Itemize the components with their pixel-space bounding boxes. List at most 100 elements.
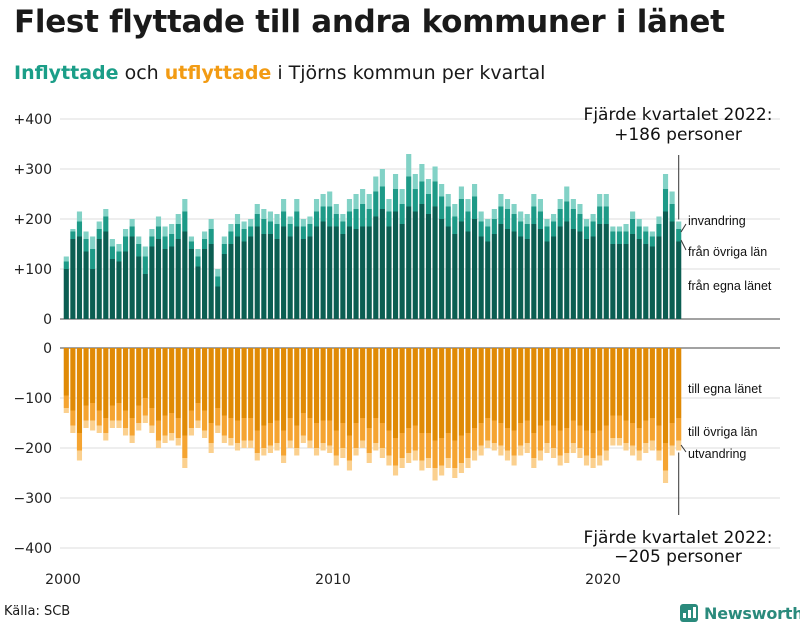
bar-out-own-40 — [327, 348, 333, 421]
bar-out-own-85 — [623, 348, 629, 421]
bar-in-immig-27 — [241, 221, 247, 229]
bar-in-immig-90 — [656, 216, 662, 224]
bar-in-own-34 — [287, 236, 293, 319]
bar-out-emig-17 — [175, 438, 181, 446]
bar-out-own-6 — [103, 348, 109, 418]
bar-out-emig-73 — [544, 443, 550, 453]
bar-out-own-45 — [360, 348, 366, 418]
bar-in-other-87 — [636, 226, 642, 239]
bar-out-emig-5 — [96, 425, 102, 433]
bar-out-own-72 — [537, 348, 543, 426]
bar-in-immig-58 — [445, 194, 451, 207]
bar-in-immig-37 — [307, 216, 313, 224]
bar-out-emig-67 — [504, 450, 511, 461]
bar-out-own-74 — [551, 348, 557, 426]
bar-in-own-66 — [498, 224, 504, 319]
bar-in-own-11 — [136, 256, 142, 319]
bar-in-own-57 — [439, 219, 445, 319]
bar-in-own-24 — [221, 254, 227, 319]
bar-out-other-15 — [162, 415, 168, 436]
bar-in-other-51 — [399, 204, 405, 224]
bar-in-other-31 — [267, 221, 273, 234]
bar-out-other-70 — [524, 420, 530, 443]
bar-in-immig-40 — [327, 191, 333, 207]
subtitle-utflyttade: utflyttade — [164, 62, 272, 84]
bar-in-other-79 — [583, 226, 590, 239]
ytick-top-2: +200 — [14, 212, 52, 228]
bar-in-other-72 — [537, 211, 543, 229]
bar-in-own-59 — [452, 234, 458, 319]
bar-in-other-46 — [366, 209, 372, 227]
bar-in-immig-55 — [425, 179, 432, 194]
bar-out-emig-47 — [373, 443, 379, 451]
bar-in-other-93 — [676, 229, 682, 242]
bar-out-own-28 — [248, 348, 254, 418]
bar-out-emig-44 — [353, 448, 359, 456]
bar-out-other-48 — [379, 423, 385, 448]
bar-out-own-81 — [597, 348, 603, 431]
bar-in-own-87 — [636, 239, 642, 319]
bar-out-other-77 — [570, 420, 576, 443]
bar-out-own-54 — [419, 348, 425, 433]
bar-in-other-55 — [425, 194, 432, 214]
bar-in-own-45 — [360, 226, 366, 319]
bar-out-emig-10 — [129, 435, 135, 443]
bar-out-own-65 — [491, 348, 497, 421]
callout-top-label: Fjärde kvartalet 2022: — [584, 105, 773, 125]
bar-out-emig-93 — [676, 440, 682, 451]
bar-in-other-2 — [76, 221, 83, 237]
bar-out-other-37 — [307, 418, 313, 441]
bar-out-other-58 — [445, 433, 451, 458]
bar-in-other-50 — [392, 189, 399, 212]
bar-out-own-68 — [511, 348, 517, 431]
bar-out-other-32 — [274, 420, 280, 443]
bar-out-other-88 — [643, 420, 649, 443]
bar-out-own-58 — [445, 348, 451, 433]
bar-out-own-51 — [399, 348, 405, 433]
bar-out-own-57 — [439, 348, 445, 438]
bar-in-immig-28 — [248, 219, 254, 227]
bar-in-own-26 — [234, 236, 241, 319]
bar-in-immig-39 — [320, 194, 326, 207]
bar-out-other-89 — [649, 418, 655, 441]
bar-out-own-43 — [346, 348, 353, 436]
bar-out-own-8 — [116, 348, 122, 403]
bar-in-other-13 — [149, 236, 155, 247]
bar-in-own-12 — [142, 274, 148, 319]
bar-in-other-85 — [623, 231, 629, 244]
bar-in-other-90 — [656, 224, 662, 237]
bar-in-immig-12 — [142, 246, 148, 257]
bar-out-other-55 — [425, 433, 432, 458]
bar-out-emig-43 — [346, 460, 353, 471]
bar-out-emig-23 — [215, 425, 221, 433]
bar-out-emig-91 — [662, 470, 669, 483]
bar-out-other-51 — [399, 433, 405, 458]
bar-out-other-45 — [360, 418, 366, 441]
leader-utvandring — [680, 444, 687, 453]
bar-out-own-19 — [188, 348, 194, 411]
brand-name: Newsworthy — [704, 603, 800, 623]
bar-out-other-66 — [498, 423, 504, 446]
bar-out-own-76 — [564, 348, 570, 428]
bar-in-other-39 — [320, 206, 326, 222]
bar-out-other-11 — [136, 405, 142, 423]
label-till-egna-lanet: till egna länet — [688, 382, 762, 396]
bar-in-immig-70 — [524, 214, 530, 224]
bar-in-immig-52 — [406, 154, 412, 177]
bar-in-own-68 — [511, 231, 517, 319]
bar-out-emig-70 — [524, 443, 530, 453]
bar-in-immig-77 — [570, 199, 576, 209]
bar-in-own-17 — [175, 239, 181, 319]
bar-out-own-26 — [234, 348, 241, 421]
bar-out-other-21 — [202, 410, 208, 431]
bar-in-other-83 — [610, 231, 616, 244]
bar-out-other-38 — [313, 423, 320, 448]
bar-in-immig-8 — [116, 244, 122, 252]
bar-in-other-14 — [155, 226, 162, 239]
bar-in-own-2 — [76, 236, 83, 319]
bar-in-other-22 — [208, 229, 214, 244]
bar-out-emig-35 — [294, 448, 300, 456]
bar-out-own-37 — [307, 348, 313, 418]
bar-out-own-92 — [669, 348, 675, 423]
bar-in-immig-19 — [188, 236, 194, 242]
